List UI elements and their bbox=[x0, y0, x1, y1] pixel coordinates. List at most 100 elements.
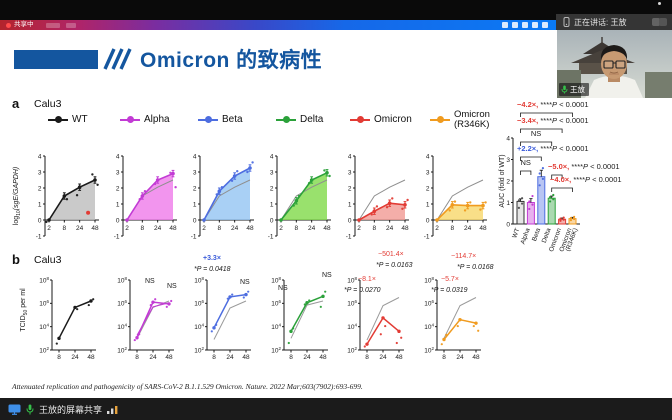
svg-text:48: 48 bbox=[169, 225, 177, 232]
svg-text:4: 4 bbox=[270, 153, 274, 160]
svg-text:106: 106 bbox=[194, 299, 204, 308]
svg-text:*P = 0.0163: *P = 0.0163 bbox=[376, 262, 413, 269]
svg-text:−8.1×: −8.1× bbox=[358, 276, 376, 283]
svg-text:Delta: Delta bbox=[541, 227, 553, 244]
toolbar-icon-1[interactable] bbox=[502, 22, 508, 28]
svg-text:+3.3×: +3.3× bbox=[203, 255, 221, 262]
svg-text:8: 8 bbox=[57, 354, 61, 361]
svg-text:104: 104 bbox=[39, 322, 49, 331]
svg-text:48: 48 bbox=[242, 354, 250, 361]
svg-text:2: 2 bbox=[357, 225, 361, 232]
svg-text:108: 108 bbox=[194, 276, 204, 285]
legend-marker-icon bbox=[198, 116, 218, 123]
svg-text:3: 3 bbox=[270, 169, 274, 176]
share-status-label: 共享中 bbox=[14, 21, 34, 28]
svg-text:108: 108 bbox=[117, 276, 127, 285]
svg-text:0: 0 bbox=[348, 217, 352, 224]
svg-text:108: 108 bbox=[39, 276, 49, 285]
svg-text:102: 102 bbox=[347, 346, 357, 355]
svg-text:8: 8 bbox=[373, 225, 377, 232]
window-dot-icon bbox=[658, 2, 661, 5]
svg-text:*P = 0.0270: *P = 0.0270 bbox=[344, 287, 381, 294]
svg-text:106: 106 bbox=[271, 299, 281, 308]
svg-text:2: 2 bbox=[116, 185, 120, 192]
svg-text:−5.0×, ****P < 0.0001: −5.0×, ****P < 0.0001 bbox=[548, 162, 620, 171]
svg-text:2: 2 bbox=[506, 178, 510, 185]
svg-text:102: 102 bbox=[424, 346, 434, 355]
svg-text:1: 1 bbox=[116, 201, 120, 208]
panel-b-plot-alpha: 102 104 106 108 8 24 48 NS NS bbox=[112, 250, 190, 362]
active-speaker-banner: 正在讲话: 王放 bbox=[556, 14, 672, 30]
svg-text:24: 24 bbox=[379, 354, 387, 361]
svg-text:−4.2×, ****P < 0.0001: −4.2×, ****P < 0.0001 bbox=[517, 100, 589, 109]
svg-text:0: 0 bbox=[426, 217, 430, 224]
svg-text:3: 3 bbox=[506, 157, 510, 164]
svg-text:48: 48 bbox=[479, 225, 487, 232]
svg-text:*P = 0.0418: *P = 0.0418 bbox=[194, 266, 231, 273]
svg-text:WT: WT bbox=[511, 227, 521, 239]
svg-text:log10(sgE/GAPDH): log10(sgE/GAPDH) bbox=[13, 167, 22, 225]
toolbar-chip[interactable] bbox=[46, 22, 60, 28]
svg-text:102: 102 bbox=[39, 346, 49, 355]
slide-title: Omicron 的致病性 bbox=[140, 49, 323, 72]
svg-text:Beta: Beta bbox=[531, 227, 542, 242]
signal-bars-icon bbox=[107, 405, 118, 414]
svg-text:0: 0 bbox=[270, 217, 274, 224]
citation: Attenuated replication and pathogenicity… bbox=[12, 382, 363, 391]
toolbar-icon-2[interactable] bbox=[512, 22, 518, 28]
svg-text:3: 3 bbox=[116, 169, 120, 176]
svg-text:-1: -1 bbox=[268, 233, 274, 240]
svg-text:2: 2 bbox=[426, 185, 430, 192]
legend-item-beta: Beta bbox=[198, 114, 243, 125]
toolbar-icon-5[interactable] bbox=[542, 22, 548, 28]
svg-text:4: 4 bbox=[506, 135, 510, 142]
svg-text:24: 24 bbox=[149, 354, 157, 361]
svg-text:4: 4 bbox=[38, 153, 42, 160]
monitor-icon bbox=[8, 404, 21, 415]
svg-text:2: 2 bbox=[435, 225, 439, 232]
svg-text:3: 3 bbox=[38, 169, 42, 176]
panel-a-plot-beta: 4 3 2 1 0 -1 2 8 24 48 bbox=[184, 148, 258, 260]
svg-text:1: 1 bbox=[270, 201, 274, 208]
legend-marker-icon bbox=[276, 116, 296, 123]
svg-text:NS: NS bbox=[322, 272, 332, 279]
svg-text:+2.2×, ****P < 0.0001: +2.2×, ****P < 0.0001 bbox=[517, 144, 589, 153]
legend-item-omicron-r346k: Omicron (R346K) bbox=[430, 110, 490, 130]
svg-text:2: 2 bbox=[279, 225, 283, 232]
svg-text:NS: NS bbox=[145, 278, 155, 285]
svg-text:24: 24 bbox=[154, 225, 162, 232]
svg-text:104: 104 bbox=[271, 322, 281, 331]
svg-text:-1: -1 bbox=[114, 233, 120, 240]
camera-feed[interactable]: 王放 bbox=[557, 30, 672, 98]
legend-item-alpha: Alpha bbox=[120, 114, 170, 125]
svg-text:104: 104 bbox=[347, 322, 357, 331]
svg-text:2: 2 bbox=[38, 185, 42, 192]
toolbar-icon-3[interactable] bbox=[522, 22, 528, 28]
svg-text:8: 8 bbox=[289, 354, 293, 361]
svg-text:8: 8 bbox=[141, 225, 145, 232]
svg-text:24: 24 bbox=[71, 354, 79, 361]
svg-text:24: 24 bbox=[226, 354, 234, 361]
svg-text:48: 48 bbox=[246, 225, 254, 232]
svg-text:3: 3 bbox=[348, 169, 352, 176]
svg-text:NS: NS bbox=[278, 285, 288, 292]
svg-text:24: 24 bbox=[231, 225, 239, 232]
svg-text:106: 106 bbox=[117, 299, 127, 308]
svg-text:108: 108 bbox=[271, 276, 281, 285]
svg-text:8: 8 bbox=[295, 225, 299, 232]
svg-text:0: 0 bbox=[506, 221, 510, 228]
legend-marker-icon bbox=[120, 116, 140, 123]
svg-text:2: 2 bbox=[125, 225, 129, 232]
slide-title-row: Omicron 的致病性 bbox=[14, 44, 322, 74]
toolbar-chip[interactable] bbox=[66, 22, 76, 28]
screen-share-toolbar: 共享中 bbox=[0, 20, 556, 30]
top-black-strip bbox=[0, 0, 672, 20]
svg-text:106: 106 bbox=[39, 299, 49, 308]
svg-text:8: 8 bbox=[135, 354, 139, 361]
participant-name-tag: 王放 bbox=[559, 83, 589, 96]
svg-text:2: 2 bbox=[47, 225, 51, 232]
legend-item-delta: Delta bbox=[276, 114, 323, 125]
toolbar-icon-4[interactable] bbox=[532, 22, 538, 28]
screen-share-indicator[interactable]: 王放的屏幕共享 bbox=[0, 398, 672, 420]
